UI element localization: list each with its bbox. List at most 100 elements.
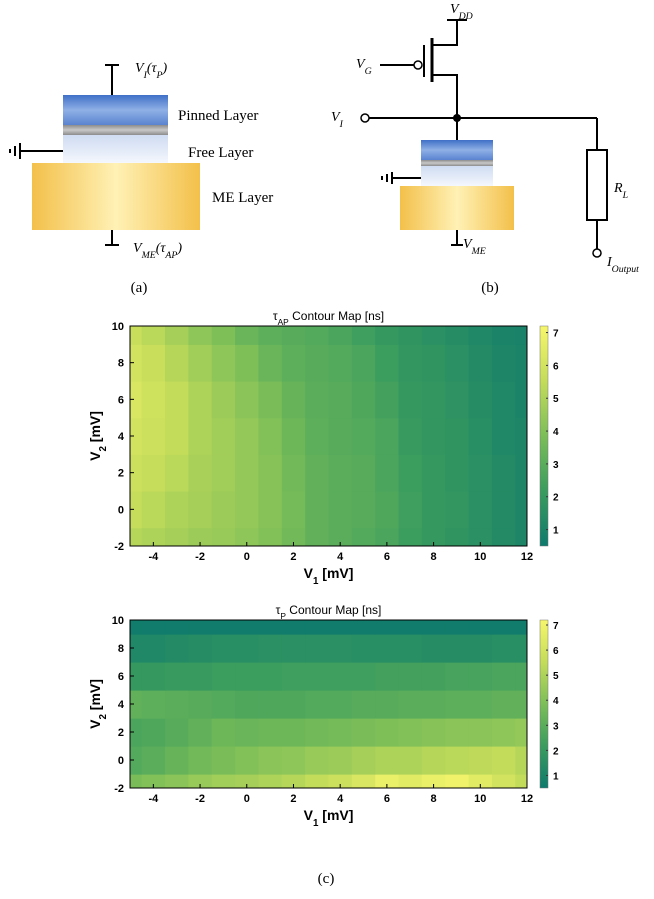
cell <box>165 326 189 345</box>
free-layer <box>421 166 493 186</box>
cell <box>130 344 143 382</box>
y-tick-label: 10 <box>112 321 124 333</box>
cell <box>491 417 516 455</box>
x-tick-label: 10 <box>474 793 486 805</box>
cell <box>445 344 470 382</box>
x-tick-label: 8 <box>431 551 437 563</box>
cell <box>515 634 527 663</box>
cell <box>130 326 143 345</box>
cell <box>281 454 306 492</box>
cell <box>211 774 236 788</box>
cell <box>235 634 260 663</box>
cell <box>421 381 446 419</box>
colorbar-tick-label: 4 <box>553 427 559 438</box>
cell <box>188 774 213 788</box>
cell <box>421 417 446 455</box>
cell <box>130 491 143 529</box>
y-tick-label: 8 <box>118 358 124 370</box>
x-tick-label: 6 <box>384 793 390 805</box>
cell <box>491 634 516 663</box>
cell <box>468 718 493 747</box>
subscript: L <box>622 190 628 201</box>
colorbar-tick-label: 7 <box>553 329 559 340</box>
x-tick-label: 12 <box>521 793 533 805</box>
cell <box>468 634 493 663</box>
cell <box>468 454 493 492</box>
cell <box>235 718 260 747</box>
cell <box>165 718 189 747</box>
terminal <box>360 113 370 123</box>
cell <box>211 634 236 663</box>
cell <box>491 690 516 719</box>
y-axis-label: V2 [mV] <box>87 411 109 461</box>
cell <box>398 718 423 747</box>
y-tick-label: 2 <box>118 727 124 739</box>
cell <box>281 620 306 635</box>
cell <box>165 491 189 529</box>
cell <box>281 690 306 719</box>
cell <box>258 454 283 492</box>
cell <box>375 326 400 345</box>
cell <box>421 344 446 382</box>
cell <box>258 620 283 635</box>
cell <box>328 718 353 747</box>
text: V <box>356 57 366 72</box>
cell <box>398 417 423 455</box>
cell <box>515 527 527 546</box>
cell <box>328 690 353 719</box>
colorbar-tick-label: 6 <box>553 361 559 372</box>
cell <box>141 344 166 382</box>
cell <box>130 718 143 747</box>
cell <box>491 491 516 529</box>
subscript: 2 <box>98 446 109 452</box>
cell <box>398 662 423 691</box>
cell <box>305 746 330 775</box>
caption: (a) <box>131 280 148 296</box>
cell <box>141 620 166 635</box>
x-tick-label: 4 <box>337 551 344 563</box>
text: ) <box>176 241 182 256</box>
cell <box>141 527 166 546</box>
x-tick-label: -4 <box>148 551 159 563</box>
label: VG <box>356 57 372 77</box>
cell <box>468 326 493 345</box>
cell <box>305 634 330 663</box>
cell <box>258 326 283 345</box>
cell <box>305 344 330 382</box>
cell <box>375 634 400 663</box>
cell <box>211 491 236 529</box>
cell <box>235 620 260 635</box>
cell <box>398 620 423 635</box>
text: τ <box>276 603 281 617</box>
cell <box>305 774 330 788</box>
cell <box>281 326 306 345</box>
cell <box>235 454 260 492</box>
pinned-layer <box>421 140 493 160</box>
y-tick-label: -2 <box>114 783 124 795</box>
cell <box>468 491 493 529</box>
text: V <box>450 2 460 17</box>
label: VME <box>463 237 486 257</box>
label: VI(τP) <box>135 61 168 81</box>
cell <box>491 344 516 382</box>
cell <box>305 417 330 455</box>
cell <box>141 381 166 419</box>
cell <box>468 417 493 455</box>
cell <box>188 634 213 663</box>
y-tick-label: 10 <box>112 615 124 627</box>
cell <box>281 634 306 663</box>
cell <box>398 690 423 719</box>
cell <box>351 634 376 663</box>
cell <box>188 620 213 635</box>
label: Pinned Layer <box>178 108 258 124</box>
cell <box>515 381 527 419</box>
text: V <box>304 807 314 823</box>
cell <box>188 690 213 719</box>
cell <box>141 774 166 788</box>
cell <box>398 634 423 663</box>
cell <box>165 774 189 788</box>
cell <box>445 718 470 747</box>
